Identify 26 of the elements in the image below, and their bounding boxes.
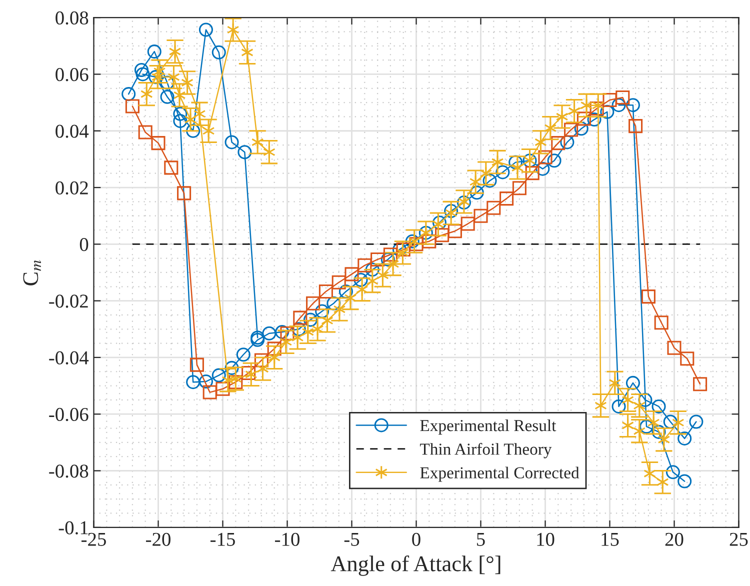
y-tick-label: 0.04 bbox=[56, 124, 89, 138]
y-tick-label: -0.08 bbox=[49, 464, 88, 478]
y-tick-label: -0.06 bbox=[49, 408, 88, 422]
x-tick-label: 20 bbox=[665, 532, 684, 546]
x-tick-label: 5 bbox=[477, 533, 485, 546]
y-axis-title: C$_{m}$ bbox=[23, 260, 42, 286]
y-tick-label: 0 bbox=[80, 238, 88, 252]
x-tick-label: -25 bbox=[82, 532, 106, 546]
x-tick-label: -10 bbox=[275, 532, 300, 546]
legend-label: Experimental Result bbox=[420, 419, 556, 435]
x-tick-label: 0 bbox=[412, 532, 420, 546]
legend-label: Experimental Corrected bbox=[420, 466, 580, 482]
x-tick-label: 10 bbox=[537, 532, 554, 546]
y-tick-label: 0.06 bbox=[56, 68, 88, 82]
legend-label: Thin Airfoil Theory bbox=[420, 442, 552, 458]
x-axis-title: Angle of Attack [°] bbox=[330, 555, 500, 576]
x-tick-label: -20 bbox=[146, 532, 170, 546]
y-tick-label: 0.02 bbox=[56, 181, 88, 195]
y-tick-label: -0.1 bbox=[58, 521, 88, 534]
y-tick-label: -0.04 bbox=[49, 351, 89, 364]
x-tick-label: -15 bbox=[210, 532, 235, 546]
x-tick-label: -5 bbox=[344, 533, 360, 546]
y-tick-label: 0.08 bbox=[56, 11, 88, 25]
x-tick-label: 15 bbox=[602, 532, 619, 546]
x-tick-label: 25 bbox=[730, 532, 748, 546]
y-tick-label: -0.02 bbox=[49, 294, 88, 308]
